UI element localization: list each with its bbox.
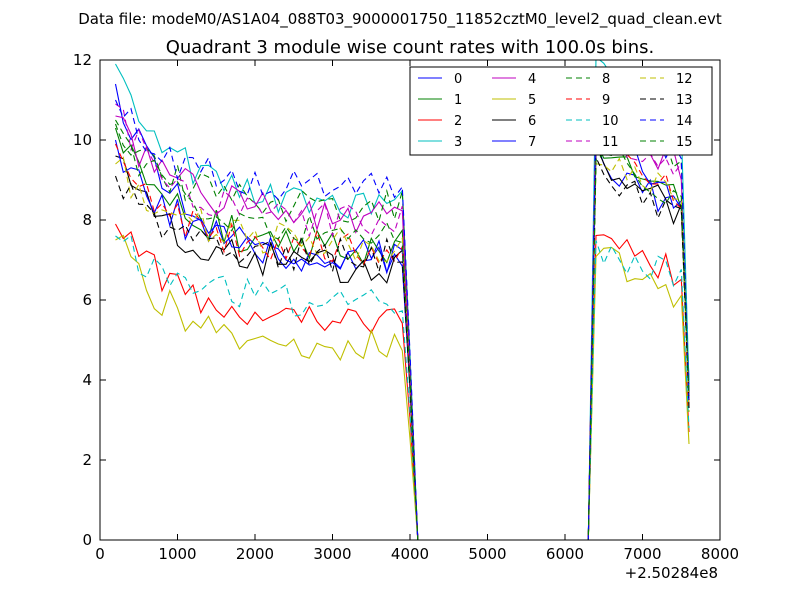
x-tick-label: 6000 xyxy=(546,545,584,563)
x-offset-label: +2.50284e8 xyxy=(625,564,718,582)
legend-label-7: 7 xyxy=(528,135,536,150)
x-tick-label: 8000 xyxy=(701,545,739,563)
legend-label-15: 15 xyxy=(676,135,693,150)
x-tick-label: 2000 xyxy=(236,545,274,563)
series-line-10 xyxy=(115,234,690,540)
legend-label-13: 13 xyxy=(676,93,693,108)
axis-ticks: 0 1000 2000 3000 4000 5000 6000 7000 80000246810… xyxy=(73,51,739,563)
x-tick-label: 5000 xyxy=(468,545,506,563)
x-tick-label: 0 xyxy=(95,545,105,563)
y-tick-label: 10 xyxy=(73,131,92,149)
x-tick-label: 3000 xyxy=(313,545,351,563)
data-file-title: Data file: modeM0/AS1A04_088T03_90000017… xyxy=(78,10,722,29)
legend-label-2: 2 xyxy=(454,114,462,129)
x-tick-label: 7000 xyxy=(623,545,661,563)
legend-label-11: 11 xyxy=(602,135,619,150)
y-tick-label: 0 xyxy=(82,531,92,549)
x-tick-label: 4000 xyxy=(391,545,429,563)
x-tick-label: 1000 xyxy=(158,545,196,563)
legend-label-9: 9 xyxy=(602,93,610,108)
legend-label-4: 4 xyxy=(528,72,536,87)
y-tick-label: 4 xyxy=(82,371,92,389)
legend-box xyxy=(409,66,713,156)
legend-label-12: 12 xyxy=(676,72,693,87)
series-line-6 xyxy=(115,145,690,540)
series-line-2 xyxy=(115,223,690,540)
legend-label-5: 5 xyxy=(528,93,536,108)
legend-label-6: 6 xyxy=(528,114,536,129)
series-line-13 xyxy=(114,157,690,540)
y-tick-label: 8 xyxy=(82,211,92,229)
chart-title: Quadrant 3 module wise count rates with … xyxy=(166,37,655,58)
legend-label-1: 1 xyxy=(454,93,462,108)
legend-label-0: 0 xyxy=(454,72,462,87)
series-line-12 xyxy=(115,156,690,540)
legend-label-14: 14 xyxy=(676,114,693,129)
y-tick-label: 6 xyxy=(82,291,92,309)
y-tick-label: 2 xyxy=(82,451,92,469)
series-line-5 xyxy=(115,234,690,540)
y-tick-label: 12 xyxy=(73,51,92,69)
legend-label-8: 8 xyxy=(602,72,610,87)
legend-label-3: 3 xyxy=(454,135,462,150)
legend-label-10: 10 xyxy=(602,114,619,129)
